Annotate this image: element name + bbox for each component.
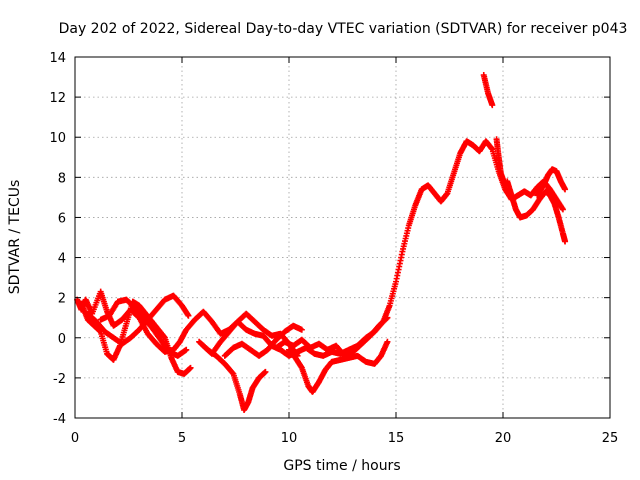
data-point — [183, 346, 190, 353]
data-point — [383, 315, 390, 322]
x-axis-title: GPS time / hours — [283, 458, 400, 474]
y-axis-title: SDTVAR / TECUs — [7, 180, 23, 295]
x-tick-label: 10 — [281, 431, 298, 446]
x-tick-label: 5 — [178, 431, 186, 446]
y-tick-label: 12 — [49, 91, 66, 106]
data-point — [489, 102, 496, 109]
data-point — [559, 206, 566, 213]
y-tick-label: -4 — [53, 412, 66, 427]
data-point — [562, 186, 569, 193]
x-tick-label: 15 — [388, 431, 405, 446]
grid-lines — [75, 57, 610, 418]
y-tick-label: 8 — [58, 171, 66, 186]
data-marks — [74, 72, 569, 413]
y-tick-label: 4 — [58, 252, 66, 267]
y-tick-label: 14 — [49, 51, 66, 66]
y-tick-label: 2 — [58, 292, 66, 307]
y-tick-label: 10 — [49, 131, 66, 146]
y-tick-label: 0 — [58, 332, 66, 347]
x-tick-label: 25 — [602, 431, 619, 446]
data-point — [384, 314, 391, 321]
data-point — [384, 338, 391, 345]
series-sdtvar — [74, 72, 569, 413]
data-point — [187, 364, 194, 371]
data-point — [262, 368, 269, 375]
plot-frame — [74, 56, 611, 419]
chart-title: Day 202 of 2022, Sidereal Day-to-day VTE… — [59, 21, 628, 37]
data-point — [298, 326, 305, 333]
data-point — [185, 312, 192, 319]
axis-ticks: 0 5 10 15 20 25 -4 -2 0 2 4 6 8 10 12 14 — [49, 51, 618, 446]
x-tick-label: 0 — [71, 431, 79, 446]
data-point — [229, 369, 236, 376]
y-tick-label: 6 — [58, 211, 66, 226]
y-tick-label: -2 — [53, 372, 66, 387]
x-tick-label: 20 — [495, 431, 512, 446]
data-point — [562, 238, 569, 245]
